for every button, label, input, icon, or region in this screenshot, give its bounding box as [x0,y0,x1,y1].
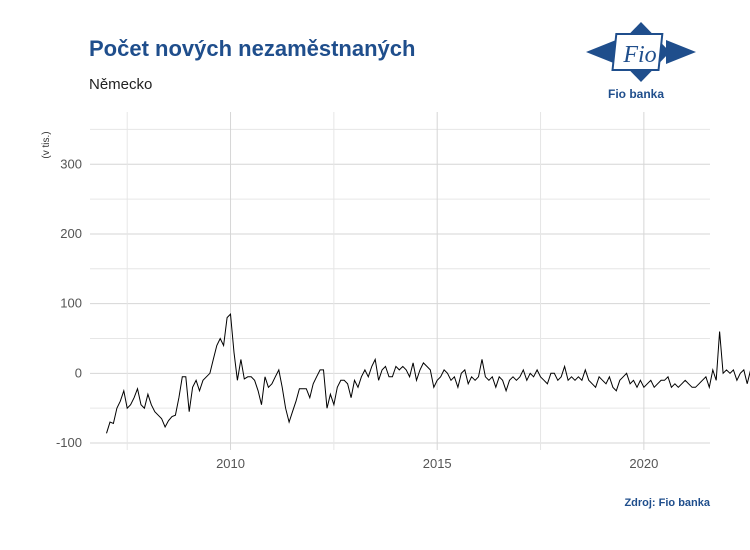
y-axis-label: (v tis.) [41,131,52,158]
grid-lines [90,112,710,450]
y-axis-ticks: -100 0 100 200 300 [56,156,82,450]
logo-right-wing [666,40,696,64]
fio-banka-logo: Fio [586,22,696,82]
chart-subtitle: Německo [89,76,153,93]
x-axis-ticks: 2010 2015 2020 [216,456,658,471]
y-tick-label: 0 [75,365,82,380]
chart-title: Počet nových nezaměstnaných [89,36,416,61]
y-tick-label: -100 [56,435,82,450]
source-note: Zdroj: Fio banka [624,497,710,509]
logo-label: Fio banka [608,87,665,101]
x-tick-label: 2020 [629,456,658,471]
y-tick-label: 300 [60,156,82,171]
logo-left-wing [586,40,616,64]
series-line [106,312,750,434]
y-tick-label: 100 [60,296,82,311]
x-tick-label: 2015 [423,456,452,471]
logo-plate [611,33,664,71]
x-tick-label: 2010 [216,456,245,471]
y-tick-label: 200 [60,226,82,241]
logo-mark-text: Fio [622,42,656,68]
